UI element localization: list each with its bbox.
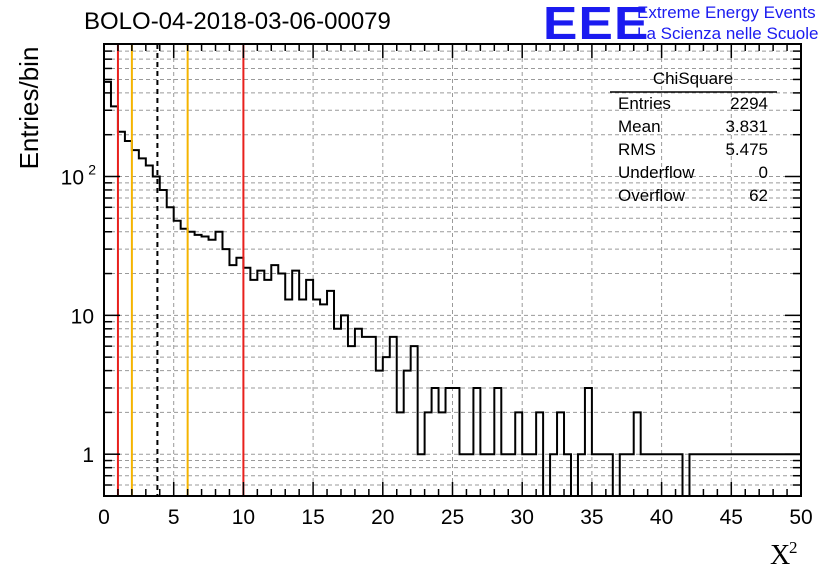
stat-value: 62 — [749, 186, 768, 205]
y-tick-label: 1 — [82, 444, 94, 467]
stat-value: 0 — [759, 163, 768, 182]
y-axis-label: Entries/bin — [14, 47, 44, 170]
x-tick-label: 40 — [650, 506, 673, 529]
stat-label: Mean — [618, 117, 661, 136]
reference-lines — [116, 44, 245, 496]
x-tick-label: 25 — [441, 506, 464, 529]
x-tick-label: 15 — [301, 506, 324, 529]
eee-logo: EEE — [543, 0, 650, 49]
x-tick-label: 45 — [720, 506, 743, 529]
histogram-step-line — [104, 80, 801, 497]
x-tick-label: 50 — [789, 506, 812, 529]
logo-caption-line1: Extreme Energy Events — [637, 3, 816, 22]
stat-label: Entries — [618, 94, 671, 113]
x-tick-label: 5 — [168, 506, 180, 529]
x-tick-label: 20 — [371, 506, 394, 529]
stats-box: ChiSquare Entries 2294 Mean 3.831 RMS 5.475 Un… — [610, 69, 777, 205]
stat-label: Underflow — [618, 163, 695, 182]
histogram-series — [104, 80, 801, 497]
plot-title: BOLO-04-2018-03-06-00079 — [84, 8, 391, 35]
x-tick-label: 35 — [580, 506, 603, 529]
x-axis-label-base: X — [770, 540, 790, 571]
stat-value: 3.831 — [725, 117, 768, 136]
x-axis-label-sup: 2 — [789, 538, 798, 557]
stat-value: 5.475 — [725, 140, 768, 159]
y-tick-label-exponent: 2 — [88, 161, 96, 177]
x-tick-label: 30 — [511, 506, 534, 529]
stat-label: Overflow — [618, 186, 686, 205]
grid — [104, 44, 801, 496]
x-tick-label: 0 — [98, 506, 110, 529]
y-tick-label: 10 — [61, 166, 84, 189]
stat-label: RMS — [618, 140, 656, 159]
stats-title: ChiSquare — [653, 69, 733, 88]
x-tick-label: 10 — [232, 506, 255, 529]
y-tick-label: 10 — [71, 305, 94, 328]
stat-value: 2294 — [730, 94, 768, 113]
logo-caption-line2: La Scienza nelle Scuole — [637, 24, 819, 43]
